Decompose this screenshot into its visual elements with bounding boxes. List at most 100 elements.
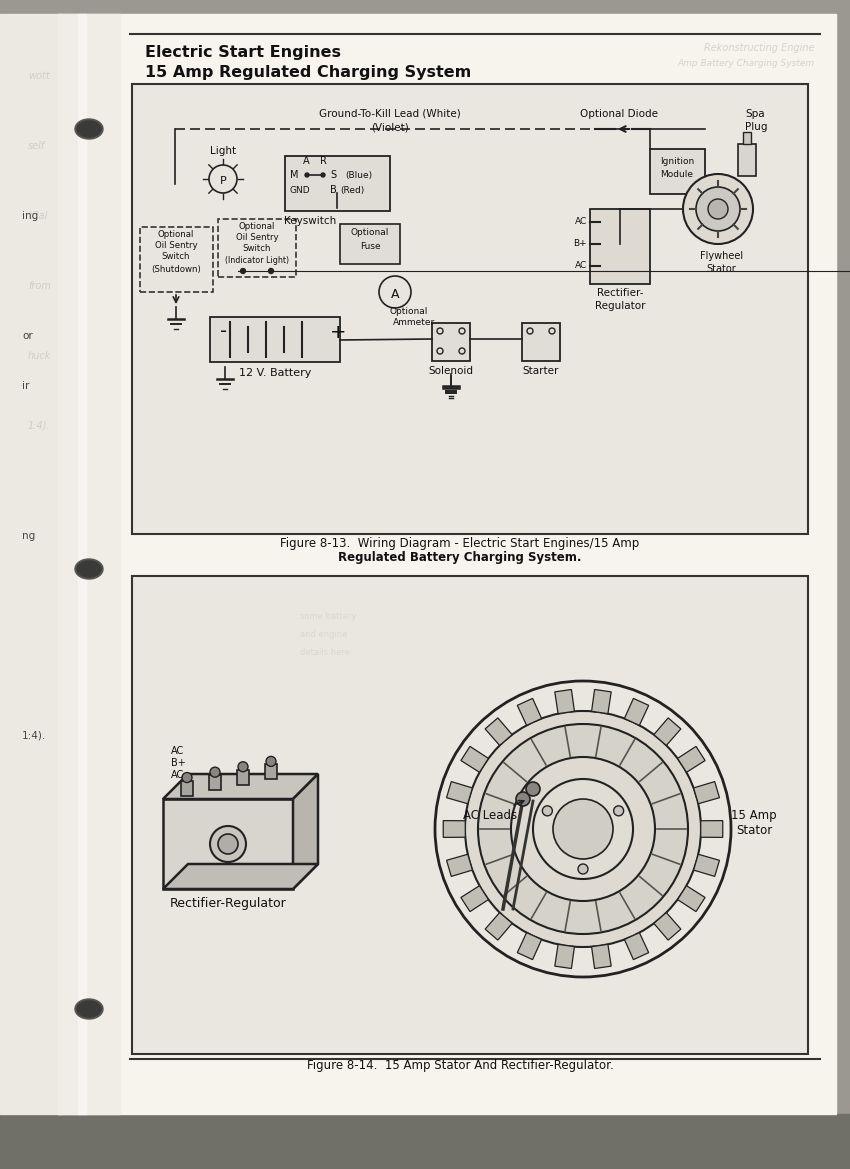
Circle shape — [459, 348, 465, 354]
Text: 1:4).: 1:4). — [22, 731, 46, 741]
Text: B+: B+ — [574, 240, 587, 249]
Bar — [132, 84, 808, 534]
Ellipse shape — [77, 1001, 101, 1017]
Text: ing: ing — [22, 210, 38, 221]
Text: Rekonstructing Engine: Rekonstructing Engine — [705, 43, 815, 53]
Text: Spa: Spa — [745, 109, 765, 119]
Text: Regulator: Regulator — [595, 300, 645, 311]
Circle shape — [437, 348, 443, 354]
Bar — [590, 209, 650, 284]
Circle shape — [553, 798, 613, 859]
Circle shape — [614, 805, 624, 816]
Text: Optional: Optional — [158, 230, 194, 238]
Polygon shape — [694, 855, 719, 877]
Text: Figure 8-14.  15 Amp Stator And Rectifier-Regulator.: Figure 8-14. 15 Amp Stator And Rectifier… — [307, 1059, 614, 1072]
Text: M: M — [290, 170, 298, 180]
Text: Module: Module — [660, 170, 694, 179]
Circle shape — [527, 328, 533, 334]
Circle shape — [210, 767, 220, 777]
Text: Stator: Stator — [736, 824, 773, 837]
Text: or: or — [22, 331, 33, 341]
Text: (Red): (Red) — [340, 186, 365, 195]
Polygon shape — [461, 886, 489, 912]
Text: Ignition: Ignition — [660, 157, 694, 166]
Text: Light: Light — [210, 146, 236, 155]
Text: AC: AC — [171, 770, 184, 780]
Text: tCal: tCal — [28, 210, 48, 221]
Text: Electric Start Engines: Electric Start Engines — [145, 44, 341, 60]
Polygon shape — [163, 798, 293, 888]
Bar — [0, 1114, 850, 1169]
Text: B: B — [330, 185, 337, 195]
Ellipse shape — [75, 119, 103, 139]
Polygon shape — [555, 945, 575, 969]
Circle shape — [269, 269, 274, 274]
Text: -: - — [220, 323, 227, 341]
Circle shape — [218, 833, 238, 855]
Circle shape — [238, 762, 248, 772]
Text: Fuse: Fuse — [360, 242, 380, 251]
Circle shape — [526, 782, 540, 796]
Bar — [340, 224, 400, 264]
Bar — [285, 155, 390, 210]
Bar — [738, 144, 756, 177]
Bar — [743, 132, 751, 144]
Text: Switch: Switch — [243, 244, 271, 253]
Text: Oil Sentry: Oil Sentry — [235, 233, 278, 242]
Text: Solenoid: Solenoid — [428, 366, 473, 376]
Polygon shape — [654, 718, 681, 746]
Bar — [181, 781, 193, 796]
Bar — [265, 765, 277, 780]
Text: Rectifier-: Rectifier- — [597, 288, 643, 298]
Text: Ground-To-Kill Lead (White): Ground-To-Kill Lead (White) — [319, 109, 461, 119]
Ellipse shape — [75, 559, 103, 579]
Text: (Indicator Light): (Indicator Light) — [225, 256, 289, 265]
Text: Optional: Optional — [390, 307, 428, 316]
Text: Switch: Switch — [162, 253, 190, 261]
Circle shape — [182, 773, 192, 782]
Bar — [650, 148, 705, 194]
Text: (Shutdown): (Shutdown) — [151, 265, 201, 274]
Circle shape — [683, 174, 753, 244]
Circle shape — [578, 864, 588, 874]
Text: ir: ir — [22, 381, 30, 390]
Text: (Violet): (Violet) — [371, 122, 409, 132]
Polygon shape — [654, 913, 681, 940]
Text: R: R — [320, 155, 327, 166]
Text: Starter: Starter — [523, 366, 559, 376]
Text: +: + — [330, 323, 347, 341]
Text: Amp Battery Charging System: Amp Battery Charging System — [677, 58, 815, 68]
Text: (Blue): (Blue) — [345, 171, 372, 180]
Polygon shape — [555, 690, 575, 713]
Text: Optional: Optional — [351, 228, 389, 237]
Circle shape — [516, 793, 530, 805]
Bar — [0, 14, 60, 1114]
Text: 15 Amp Regulated Charging System: 15 Amp Regulated Charging System — [145, 65, 471, 79]
Bar — [78, 14, 86, 1114]
Ellipse shape — [77, 122, 101, 137]
Text: AC: AC — [171, 746, 184, 756]
Ellipse shape — [77, 561, 101, 577]
Circle shape — [209, 165, 237, 193]
Circle shape — [210, 826, 246, 862]
Text: self: self — [28, 141, 45, 151]
Text: 12 V. Battery: 12 V. Battery — [239, 368, 311, 378]
Text: from: from — [28, 281, 51, 291]
Polygon shape — [677, 886, 706, 912]
Text: ng: ng — [22, 531, 35, 541]
Text: AC Leads: AC Leads — [463, 801, 524, 822]
Polygon shape — [592, 945, 611, 969]
Text: wott: wott — [28, 71, 50, 81]
Bar — [209, 775, 221, 790]
Polygon shape — [446, 855, 473, 877]
Polygon shape — [461, 746, 489, 773]
Text: S: S — [330, 170, 336, 180]
Polygon shape — [694, 782, 719, 804]
Text: Keyswitch: Keyswitch — [284, 216, 336, 226]
Polygon shape — [625, 933, 649, 960]
Text: 15 Amp: 15 Amp — [731, 809, 777, 822]
Polygon shape — [700, 821, 722, 837]
Text: details here: details here — [300, 648, 350, 657]
Text: Flywheel: Flywheel — [700, 251, 743, 261]
Text: P: P — [219, 177, 226, 186]
